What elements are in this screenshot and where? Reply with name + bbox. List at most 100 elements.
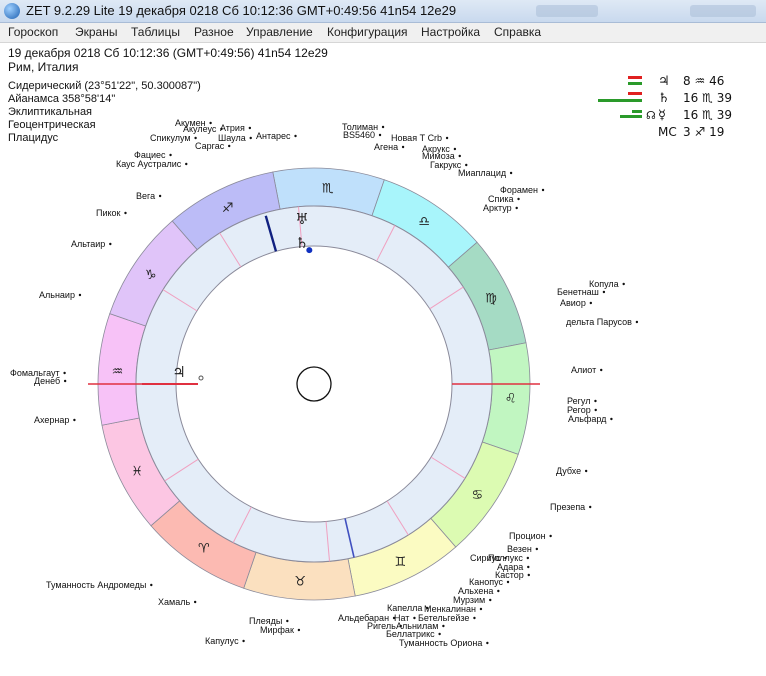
menu-configuration[interactable]: Конфигурация	[327, 25, 408, 39]
fixed-star-label[interactable]: Альхена	[458, 586, 500, 596]
fixed-star-label[interactable]: Ахернар	[34, 415, 76, 425]
menu-help[interactable]: Справка	[494, 25, 542, 39]
star-name: Мирфак	[260, 625, 294, 635]
fixed-star-label[interactable]: Мурзим	[453, 595, 492, 605]
fixed-star-label[interactable]: Денеб	[34, 376, 67, 386]
fixed-star-label[interactable]: Капелла	[387, 603, 429, 613]
fixed-star-label[interactable]: Альнилам	[396, 621, 445, 631]
fixed-star-label[interactable]: Процион	[509, 531, 552, 541]
fixed-star-label[interactable]: Саргас	[195, 141, 231, 151]
menu-screens[interactable]: Экраны	[75, 25, 118, 39]
fixed-star-label[interactable]: Капулус	[205, 636, 245, 646]
saturn-icon[interactable]: ♄	[295, 234, 308, 252]
star-name: Каус Аустралис	[116, 159, 182, 169]
fixed-star-label[interactable]: Альдебаран	[338, 613, 396, 623]
fixed-star-label[interactable]: Новая Т Crb	[391, 133, 449, 143]
menu-control[interactable]: Управление	[246, 25, 313, 39]
fixed-star-label[interactable]: Сириус	[470, 553, 507, 563]
fixed-star-label[interactable]: дельта Парусов	[566, 317, 639, 327]
menu-misc[interactable]: Разное	[194, 25, 234, 39]
fixed-star-label[interactable]: Дубхе	[556, 466, 588, 476]
fixed-star-label[interactable]: Пикок	[96, 208, 127, 218]
star-name: дельта Парусов	[566, 317, 632, 327]
ic-line	[344, 518, 355, 558]
fixed-star-label[interactable]: Арктур	[483, 203, 518, 213]
fixed-star-label[interactable]: Шаула	[218, 133, 252, 143]
fixed-star-label[interactable]: Ригель	[367, 621, 402, 631]
sagittarius-icon: ♐	[222, 201, 234, 216]
menu-horoscope[interactable]: Гороскоп	[8, 25, 59, 39]
fixed-star-label[interactable]: Акрукс	[422, 144, 457, 154]
fixed-star-label[interactable]: Поллукс	[488, 553, 530, 563]
star-name: BS5460	[343, 130, 375, 140]
house-cusp-line	[325, 521, 331, 562]
star-dot	[426, 606, 429, 610]
fixed-star-label[interactable]: Плеяды	[249, 616, 289, 626]
fixed-star-label[interactable]: Мимоза	[422, 151, 461, 161]
fixed-star-label[interactable]: Спикулум	[150, 133, 197, 143]
house-cusp-line	[429, 286, 464, 310]
star-dot	[506, 580, 510, 584]
menu-settings[interactable]: Настройка	[421, 25, 481, 39]
fixed-star-label[interactable]: Бетельгейзе	[418, 613, 476, 623]
fixed-star-label[interactable]: Алиот	[571, 365, 603, 375]
star-name: Антарес	[256, 131, 291, 141]
fixed-star-label[interactable]: Фомальгаут	[10, 368, 66, 378]
fixed-star-label[interactable]: Вега	[136, 191, 162, 201]
star-name: Беллатрикс	[386, 629, 435, 639]
star-dot	[600, 368, 603, 372]
fixed-star-label[interactable]: Альнаир	[39, 290, 82, 300]
fixed-star-label[interactable]: Туманность Андромеды	[46, 580, 153, 590]
fixed-star-label[interactable]: Каус Аустралис	[116, 159, 188, 169]
fixed-star-label[interactable]: Везен	[507, 544, 539, 554]
star-dot	[527, 573, 530, 577]
star-dot	[549, 534, 552, 538]
fixed-star-label[interactable]: Фациес	[134, 150, 172, 160]
fixed-star-label[interactable]: Мирфак	[260, 625, 301, 635]
fixed-star-label[interactable]: Регор	[567, 405, 597, 415]
fixed-star-label[interactable]: Авиор	[560, 298, 593, 308]
star-name: Адара	[497, 562, 523, 572]
star-dot	[209, 121, 212, 125]
planet-minutes: 39	[716, 108, 732, 122]
fixed-star-label[interactable]: Форамен	[500, 185, 545, 195]
fixed-star-label[interactable]: Гакрукс	[430, 160, 468, 170]
fixed-star-label[interactable]: Адара	[497, 562, 530, 572]
fixed-star-label[interactable]: Акумен	[175, 118, 212, 128]
planet-row-mc[interactable]: MC 3 ♐ 19	[598, 125, 758, 142]
uranus-icon[interactable]: ♅	[295, 210, 308, 228]
fixed-star-label[interactable]: Канопус	[469, 577, 510, 587]
fixed-star-label[interactable]: Бенетнаш	[557, 287, 606, 297]
fixed-star-label[interactable]: Копула	[589, 279, 625, 289]
jupiter-icon[interactable]: ♃	[172, 363, 185, 381]
fixed-star-label[interactable]: Атрия	[220, 123, 252, 133]
fixed-star-label[interactable]: Презепа	[550, 502, 592, 512]
star-dot	[185, 162, 188, 166]
fixed-star-label[interactable]: BS5460	[343, 130, 382, 140]
fixed-star-label[interactable]: Агена	[374, 142, 405, 152]
fixed-star-label[interactable]: Нат	[394, 613, 416, 623]
fixed-star-label[interactable]: Миаплацид	[458, 168, 513, 178]
menu-tables[interactable]: Таблицы	[131, 25, 181, 39]
planet-row-mercury[interactable]: ☊ ☿ 16 ♏ 39	[598, 108, 758, 125]
fixed-star-label[interactable]: Спика	[488, 194, 520, 204]
fixed-star-label[interactable]: Туманность Ориона	[399, 638, 489, 648]
fixed-star-label[interactable]: Менкалинан	[424, 604, 483, 614]
planet-row-jupiter[interactable]: ♃ 8 ♒ 46	[598, 74, 758, 91]
fixed-star-label[interactable]: Хамаль	[158, 597, 197, 607]
fixed-star-label[interactable]: Регул	[567, 396, 597, 406]
fixed-star-label[interactable]: Альтаир	[71, 239, 112, 249]
fixed-star-label[interactable]: Альфард	[568, 414, 613, 424]
star-dot	[473, 616, 476, 620]
fixed-star-label[interactable]: Беллатрикс	[386, 629, 441, 639]
cancer-icon: ♋	[471, 488, 483, 503]
scorpio-icon: ♏	[702, 91, 713, 105]
fixed-star-label[interactable]: Антарес	[256, 131, 297, 141]
star-dot	[194, 136, 197, 140]
fixed-star-label[interactable]: Толиман	[342, 122, 385, 132]
planet-row-saturn[interactable]: ♄ 16 ♏ 39	[598, 91, 758, 108]
fixed-star-label[interactable]: Кастор	[495, 570, 530, 580]
star-dot	[497, 589, 500, 593]
fixed-star-label[interactable]: Акулеус	[183, 124, 223, 134]
